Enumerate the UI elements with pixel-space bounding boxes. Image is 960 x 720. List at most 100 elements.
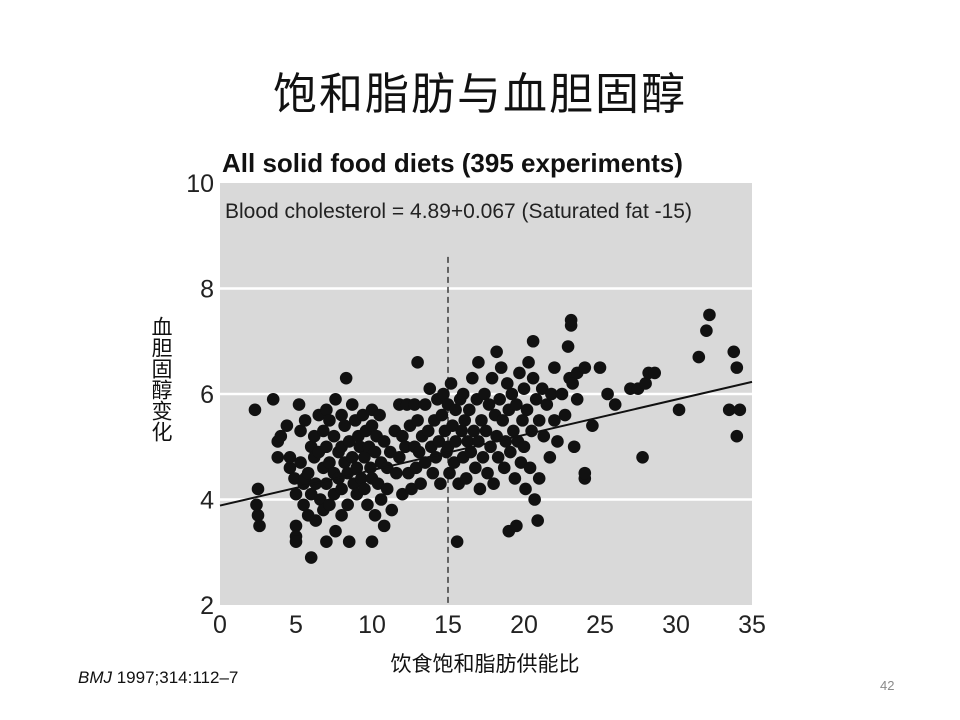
data-point: [481, 466, 494, 480]
data-point: [537, 429, 551, 443]
data-point: [408, 398, 421, 411]
data-point: [411, 356, 424, 369]
data-point: [437, 387, 450, 401]
data-point: [329, 392, 342, 406]
data-point: [466, 371, 479, 385]
data-point: [517, 382, 531, 396]
data-point: [525, 424, 538, 438]
data-point: [289, 487, 303, 501]
x-tick-label: 0: [213, 611, 227, 639]
data-point: [455, 424, 468, 438]
data-point: [730, 429, 744, 443]
data-point: [447, 456, 461, 469]
data-point: [462, 403, 476, 417]
data-point: [339, 371, 353, 385]
data-point: [368, 445, 382, 459]
y-tick-labels: 2 4 6 8 10: [186, 170, 214, 620]
data-point: [266, 392, 280, 406]
citation: BMJ 1997;314:112–7: [78, 668, 238, 688]
data-point: [393, 451, 406, 464]
data-point: [703, 308, 716, 322]
data-point: [342, 435, 356, 448]
data-point: [297, 498, 310, 512]
data-point: [355, 472, 368, 485]
data-point: [449, 435, 462, 448]
data-point: [532, 472, 546, 485]
data-point: [377, 435, 391, 448]
data-point: [510, 398, 523, 411]
data-point: [727, 345, 741, 359]
data-point: [490, 345, 503, 359]
x-tick-label: 35: [738, 611, 766, 639]
data-point: [508, 472, 522, 485]
data-point: [350, 461, 364, 475]
data-point: [639, 377, 652, 390]
data-point: [478, 387, 491, 401]
data-point: [543, 451, 557, 464]
data-point: [283, 461, 297, 475]
data-point: [730, 361, 744, 374]
data-point: [421, 424, 435, 438]
data-point: [648, 366, 662, 380]
data-point: [567, 440, 581, 454]
data-point: [289, 519, 303, 533]
data-points: [248, 308, 747, 564]
data-point: [396, 487, 409, 501]
data-point: [418, 398, 432, 411]
regression-equation: Blood cholesterol = 4.89+0.067 (Saturate…: [225, 200, 692, 223]
data-point: [459, 472, 473, 485]
data-point: [532, 414, 546, 427]
data-point: [335, 482, 348, 496]
data-point: [253, 519, 266, 533]
data-point: [368, 509, 382, 522]
data-point: [412, 445, 426, 459]
data-point: [493, 392, 506, 406]
data-point: [531, 514, 544, 527]
data-point: [482, 398, 496, 411]
data-point: [314, 493, 327, 506]
data-point: [529, 392, 543, 406]
data-point: [522, 356, 535, 369]
data-point: [523, 461, 537, 475]
data-point: [722, 403, 736, 417]
y-tick-label: 2: [200, 592, 214, 620]
data-point: [479, 424, 493, 438]
data-point: [500, 377, 514, 390]
data-point: [548, 361, 561, 374]
data-point: [528, 493, 541, 506]
data-point: [307, 429, 321, 443]
data-point: [578, 466, 592, 480]
data-point: [271, 451, 285, 464]
data-point: [475, 414, 488, 427]
data-point: [251, 509, 265, 522]
data-point: [323, 498, 336, 512]
data-point: [514, 456, 528, 469]
data-point: [458, 414, 472, 427]
data-point: [496, 414, 510, 427]
x-axis-title: 饮食饱和脂肪供能比: [390, 652, 580, 676]
data-point: [338, 419, 351, 432]
data-point: [566, 377, 579, 390]
data-point: [467, 424, 481, 438]
x-tick-label: 20: [510, 611, 538, 639]
data-point: [561, 340, 575, 353]
data-point: [329, 524, 342, 538]
data-point: [353, 440, 367, 454]
data-point: [358, 451, 371, 464]
data-point: [548, 414, 561, 427]
data-point: [733, 403, 747, 417]
data-point: [335, 509, 348, 522]
data-point: [423, 382, 437, 396]
data-point: [390, 466, 403, 480]
citation-journal: BMJ: [78, 668, 112, 687]
data-point: [700, 324, 713, 338]
data-point: [601, 387, 614, 401]
data-point: [309, 514, 323, 527]
data-point: [294, 424, 307, 438]
data-point: [304, 551, 318, 564]
data-point: [494, 361, 508, 374]
data-point: [540, 398, 554, 411]
data-point: [526, 334, 540, 348]
data-point: [578, 361, 592, 374]
